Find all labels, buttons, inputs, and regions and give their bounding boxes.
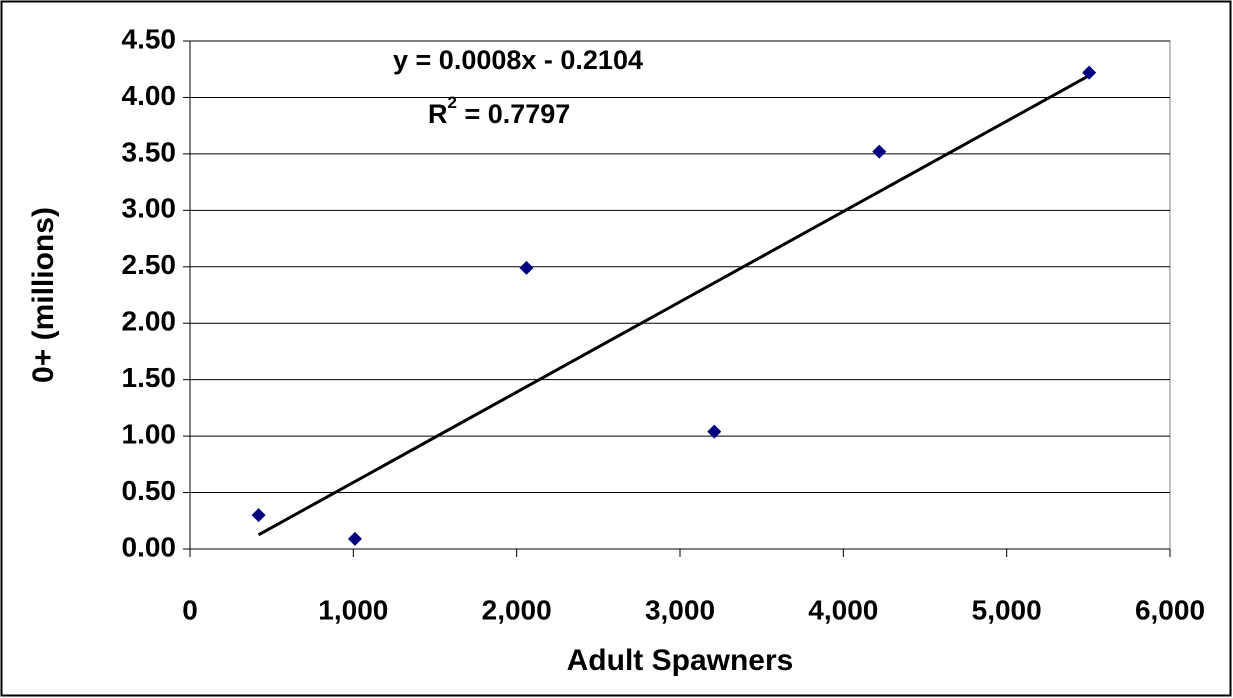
- y-tick-label: 0.00: [122, 531, 177, 562]
- x-tick-label: 6,000: [1135, 594, 1205, 625]
- y-tick-label: 4.00: [122, 80, 177, 111]
- y-tick-label: 1.00: [122, 419, 177, 450]
- x-tick-label: 0: [182, 594, 198, 625]
- y-tick-label: 3.50: [122, 136, 177, 167]
- y-tick-label: 4.50: [122, 23, 177, 54]
- x-axis-title: Adult Spawners: [567, 644, 794, 677]
- y-tick-label: 3.00: [122, 193, 177, 224]
- r-squared-value: = 0.7797: [457, 99, 570, 129]
- y-tick-label: 1.50: [122, 362, 177, 393]
- data-point: [347, 531, 362, 546]
- x-tick-label: 2,000: [482, 594, 552, 625]
- r-squared-base: R: [428, 99, 448, 129]
- data-point: [707, 424, 722, 439]
- trend-equation: y = 0.0008x - 0.2104: [393, 45, 643, 75]
- x-tick-label: 1,000: [318, 594, 388, 625]
- x-tick-label: 3,000: [645, 594, 715, 625]
- data-point: [519, 260, 534, 275]
- trendline: [257, 74, 1090, 537]
- data-point: [872, 144, 887, 159]
- y-tick-label: 2.00: [122, 306, 177, 337]
- r-squared: R2 = 0.7797: [428, 93, 570, 129]
- data-point: [1082, 65, 1097, 80]
- y-tick-label: 2.50: [122, 249, 177, 280]
- x-tick-label: 4,000: [808, 594, 878, 625]
- data-point: [251, 508, 266, 523]
- x-tick-label: 5,000: [972, 594, 1042, 625]
- y-tick-label: 0.50: [122, 475, 177, 506]
- y-axis-title: 0+ (millions): [27, 207, 60, 383]
- r-squared-sup: 2: [448, 93, 457, 112]
- plot-area: [189, 40, 1171, 550]
